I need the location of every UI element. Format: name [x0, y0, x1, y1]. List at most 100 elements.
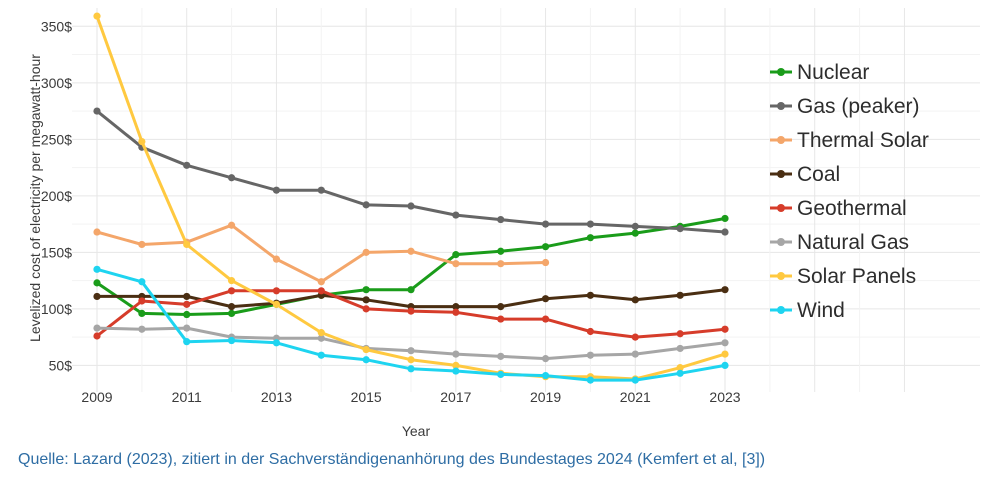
data-point [541, 371, 550, 380]
data-point [631, 376, 639, 384]
data-point [138, 297, 146, 305]
legend-label: Natural Gas [797, 231, 909, 254]
y-tick-label: 350$ [41, 18, 72, 34]
legend-item[interactable]: Geothermal [770, 197, 907, 220]
legend-label: Gas (peaker) [797, 95, 920, 118]
legend-item[interactable]: Nuclear [770, 61, 869, 84]
y-tick-label: 50$ [49, 357, 73, 373]
data-point [138, 325, 146, 333]
series-gas-peaker [93, 107, 729, 236]
data-point [497, 247, 505, 255]
data-point [541, 243, 550, 251]
data-point [93, 228, 101, 236]
data-point [93, 324, 101, 332]
data-point [721, 361, 729, 369]
data-point [272, 186, 281, 194]
data-point [497, 260, 505, 268]
data-point [407, 202, 415, 210]
series-geothermal [93, 287, 729, 341]
data-point [676, 291, 684, 299]
y-tick-label: 100$ [41, 301, 72, 317]
source-caption: Quelle: Lazard (2023), zitiert in der Sa… [18, 451, 766, 468]
data-point [183, 300, 191, 308]
data-point [362, 345, 370, 354]
x-tick-label: 2011 [172, 389, 202, 405]
series-wind [93, 265, 729, 384]
y-tick-label: 250$ [41, 131, 72, 147]
data-point [227, 309, 236, 317]
data-point [272, 255, 281, 263]
data-point [721, 325, 729, 333]
data-point [721, 228, 729, 236]
legend-item[interactable]: Wind [770, 299, 845, 322]
data-point [93, 265, 101, 273]
data-point [676, 344, 684, 353]
data-point [183, 324, 191, 332]
data-point [183, 310, 191, 319]
data-point [541, 258, 550, 267]
data-point [586, 291, 595, 299]
data-point [138, 137, 146, 146]
data-point [586, 234, 595, 242]
data-point [721, 214, 729, 223]
data-point [362, 356, 370, 364]
data-point [541, 295, 550, 303]
legend-label: Coal [797, 163, 840, 186]
data-point [183, 292, 191, 301]
data-point [631, 333, 639, 341]
legend-item[interactable]: Solar Panels [770, 265, 916, 288]
legend-label: Solar Panels [797, 265, 916, 288]
data-point [541, 355, 550, 363]
data-point [586, 376, 595, 384]
data-point [721, 350, 729, 358]
data-point [93, 292, 101, 301]
legend-item[interactable]: Thermal Solar [770, 129, 929, 152]
x-tick-label: 2015 [351, 389, 382, 405]
data-point [407, 286, 415, 294]
data-point [317, 334, 325, 342]
data-point [227, 221, 236, 229]
data-point [631, 229, 639, 237]
y-tick-label: 200$ [41, 188, 72, 204]
data-point [317, 351, 325, 359]
x-tick-label: 2017 [440, 389, 471, 405]
legend-swatch-marker [777, 102, 785, 110]
data-point [362, 248, 370, 256]
data-point [362, 286, 370, 294]
data-point [317, 329, 325, 337]
data-point [497, 352, 505, 360]
data-point [93, 332, 101, 340]
data-point [138, 278, 146, 286]
data-point [452, 251, 460, 259]
x-axis-title: Year [402, 423, 431, 439]
data-point [586, 351, 595, 359]
legend-label: Nuclear [797, 61, 869, 84]
data-point [93, 107, 101, 115]
data-point [452, 367, 460, 375]
legend-item[interactable]: Coal [770, 163, 840, 186]
series-thermal-solar [93, 221, 550, 286]
legend-item[interactable]: Natural Gas [770, 231, 909, 254]
legend-item[interactable]: Gas (peaker) [770, 95, 920, 118]
data-point [227, 303, 236, 311]
data-point [272, 287, 281, 295]
legend: Nuclear Gas (peaker) Thermal Solar Coal Geot… [770, 61, 929, 322]
data-point [541, 220, 550, 228]
data-point [452, 211, 460, 219]
legend-swatch-marker [777, 136, 785, 144]
data-point [676, 225, 684, 233]
x-tick-label: 2023 [709, 389, 740, 405]
data-point [362, 305, 370, 313]
data-point [138, 309, 146, 317]
data-point [407, 356, 415, 364]
data-point [272, 300, 281, 308]
data-point [183, 240, 191, 249]
data-point [317, 278, 325, 286]
legend-label: Geothermal [797, 197, 907, 220]
data-point [631, 296, 639, 304]
data-point [721, 339, 729, 347]
data-point [407, 247, 415, 255]
data-point [452, 361, 460, 369]
data-point [407, 365, 415, 373]
